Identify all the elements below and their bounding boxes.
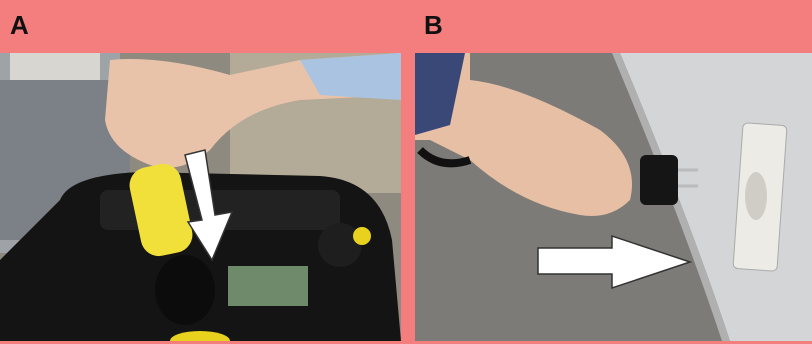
panel-label: A xyxy=(10,10,29,40)
panel-label: B xyxy=(424,10,443,40)
photo-b xyxy=(415,53,812,341)
photo-a xyxy=(0,53,401,341)
